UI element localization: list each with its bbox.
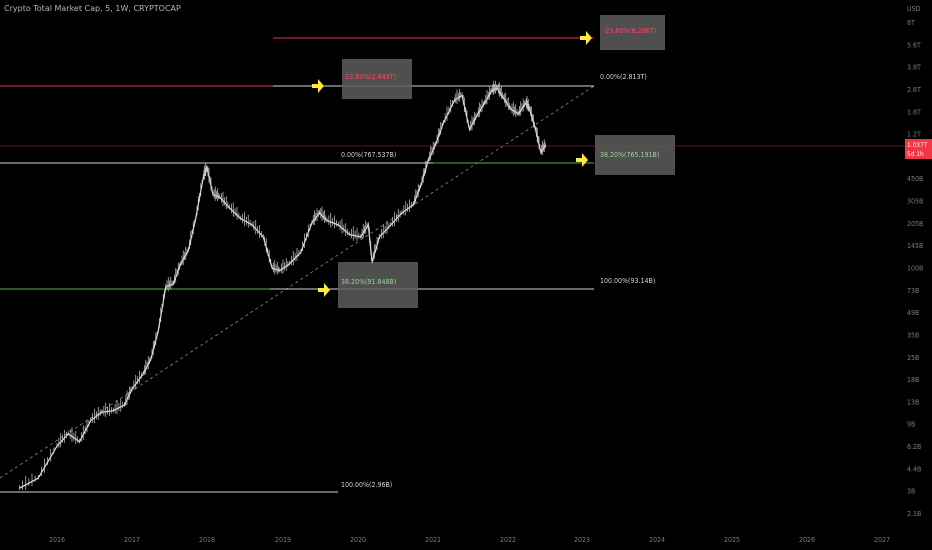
arrow-icon: [576, 153, 588, 167]
y-tick-label: 3.8T: [907, 64, 921, 72]
x-tick-label: 2026: [799, 536, 815, 544]
y-tick-label: 13B: [907, 398, 919, 406]
highlight-box: [338, 262, 418, 308]
price-badge: [905, 139, 932, 159]
y-tick-label: 2.6T: [907, 86, 921, 94]
y-tick-label: 8T: [907, 19, 915, 27]
currency-label: USD: [907, 5, 921, 13]
x-tick-label: 2017: [124, 536, 140, 544]
highlight-box: [342, 59, 412, 99]
x-tick-label: 2019: [275, 536, 291, 544]
x-tick-label: 2022: [500, 536, 516, 544]
y-tick-label: 49B: [907, 309, 919, 317]
x-tick-label: 2024: [649, 536, 665, 544]
y-tick-label: 2.1B: [907, 510, 921, 518]
arrow-icon: [580, 31, 592, 45]
y-tick-label: 100B: [907, 265, 923, 273]
x-tick-label: 2020: [350, 536, 366, 544]
y-tick-label: 305B: [907, 198, 923, 206]
fib-level-label: -23.60%(2.849T): [343, 73, 396, 81]
x-tick-label: 2016: [49, 536, 65, 544]
fib-level-label: 38.20%(91.848B): [341, 278, 396, 286]
x-tick-label: 2023: [574, 536, 590, 544]
y-tick-label: 145B: [907, 242, 923, 250]
price-series-line: [19, 87, 547, 489]
y-tick-label: 4.4B: [907, 465, 921, 473]
highlight-box: [595, 135, 675, 175]
fib-level-label: 100.00%(2.96B): [341, 481, 392, 489]
fib-level-label: 38.20%(765.191B): [600, 151, 659, 159]
y-tick-label: 450B: [907, 175, 923, 183]
fib-level-label: 0.00%(2.813T): [600, 73, 647, 81]
y-tick-label: 5.6T: [907, 41, 921, 49]
y-tick-label: 73B: [907, 287, 919, 295]
y-tick-label: 9B: [907, 421, 915, 429]
y-tick-label: 1.8T: [907, 108, 921, 116]
arrow-icon: [318, 283, 330, 297]
y-tick-label: 18B: [907, 376, 919, 384]
y-tick-label: 35B: [907, 331, 919, 339]
y-tick-label: 25B: [907, 354, 919, 362]
y-tick-label: 6.2B: [907, 443, 921, 451]
fib-level-label: 100.00%(93.14B): [600, 277, 655, 285]
chart-title: Crypto Total Market Cap, 5, 1W, CRYPTOCA…: [4, 4, 181, 13]
y-tick-label: 3B: [907, 488, 915, 496]
arrow-icon: [312, 79, 324, 93]
y-tick-label: 1.2T: [907, 131, 921, 139]
price-badge-value: 1.037T: [907, 141, 928, 149]
fib-level-label: 0.00%(767.537B): [341, 151, 396, 159]
x-tick-label: 2025: [724, 536, 740, 544]
highlight-box: [600, 15, 665, 50]
x-tick-label: 2021: [425, 536, 441, 544]
y-tick-label: 205B: [907, 220, 923, 228]
x-tick-label: 2018: [199, 536, 215, 544]
x-tick-label: 2027: [874, 536, 890, 544]
fib-level-label: -23.60%(6.286T): [603, 27, 656, 35]
price-badge-countdown: 5d 1h: [907, 150, 924, 158]
trendline: [0, 85, 595, 479]
